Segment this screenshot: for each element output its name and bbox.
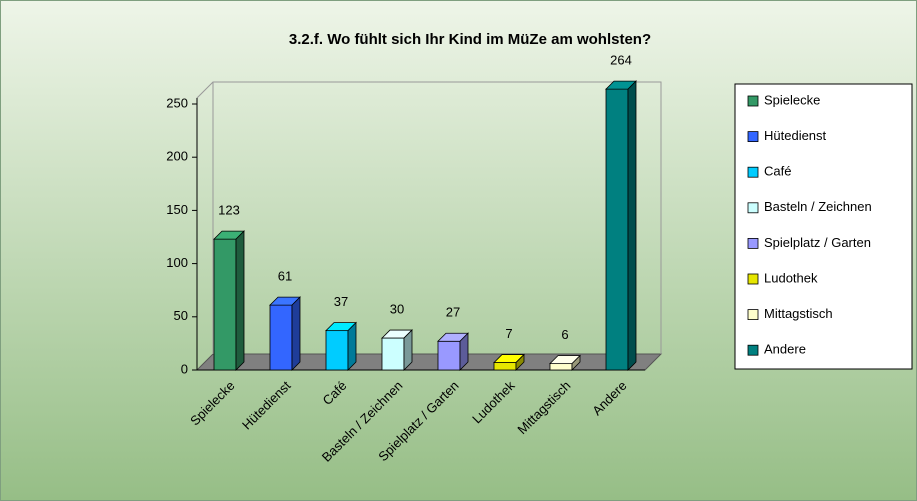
value-label: 123 [218, 203, 240, 218]
bar-front [437, 340, 461, 371]
bar [381, 329, 413, 371]
bar [549, 354, 581, 371]
bar-side [571, 354, 581, 371]
legend-box [734, 83, 913, 370]
bar-front [269, 304, 293, 371]
legend-swatch [747, 131, 759, 143]
legend-swatch [747, 166, 759, 178]
bar-front [493, 362, 517, 371]
bar-side [235, 230, 245, 371]
bar [269, 296, 301, 371]
y-tick-label: 100 [166, 255, 188, 270]
y-tick-label: 50 [174, 308, 188, 323]
value-label: 6 [561, 327, 568, 342]
bar-front [325, 330, 349, 371]
value-label: 30 [390, 302, 404, 317]
legend-label: Hütedienst [764, 128, 827, 143]
legend-label: Café [764, 164, 791, 179]
chart-title: 3.2.f. Wo fühlt sich Ihr Kind im MüZe am… [289, 31, 651, 48]
bar-front [213, 238, 237, 371]
y-tick-label: 0 [181, 361, 188, 376]
legend-swatch [747, 273, 759, 285]
bar-front [381, 337, 405, 371]
y-tick-label: 200 [166, 149, 188, 164]
bar [605, 80, 637, 371]
bar [493, 353, 525, 371]
legend-label: Spielplatz / Garten [764, 235, 871, 250]
value-label: 61 [278, 269, 292, 284]
bar-side [347, 321, 357, 371]
legend-swatch [747, 237, 759, 249]
bar-side [403, 329, 413, 371]
y-tick-label: 150 [166, 202, 188, 217]
bar [213, 230, 245, 371]
legend-swatch [747, 344, 759, 356]
bar-side [515, 353, 525, 371]
legend-label: Ludothek [764, 270, 818, 285]
bar [325, 321, 357, 371]
legend-swatch [747, 95, 759, 107]
legend-label: Basteln / Zeichnen [764, 199, 872, 214]
y-tick-label: 250 [166, 95, 188, 110]
value-label: 37 [334, 294, 348, 309]
bar-front [549, 363, 573, 371]
legend-swatch [747, 309, 759, 321]
bar-side [627, 80, 637, 371]
value-label: 264 [610, 53, 632, 68]
value-label: 27 [446, 305, 460, 320]
legend-swatch [747, 202, 759, 214]
bar-side [459, 332, 469, 371]
legend-label: Spielecke [764, 92, 820, 107]
bar-front [605, 88, 629, 371]
bar [437, 332, 469, 371]
value-label: 7 [505, 326, 512, 341]
bar-side [291, 296, 301, 371]
legend-label: Andere [764, 342, 806, 357]
legend-label: Mittagstisch [764, 306, 833, 321]
floor [195, 353, 663, 371]
